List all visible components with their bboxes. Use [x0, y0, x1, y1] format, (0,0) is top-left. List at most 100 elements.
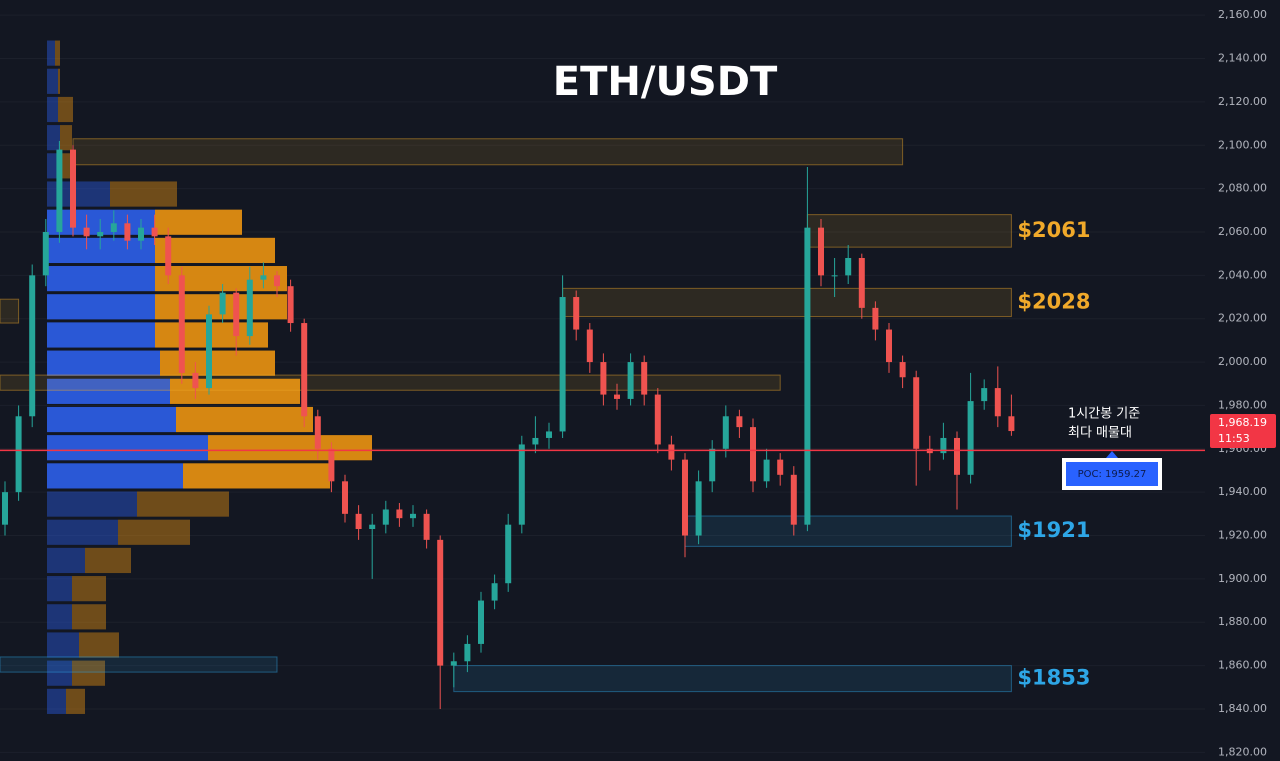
candle-body: [831, 275, 838, 277]
candle-body: [899, 362, 906, 378]
candle-body: [478, 600, 484, 644]
profile-sell: [110, 181, 177, 207]
profile-buy: [47, 435, 208, 461]
profile-sell: [79, 632, 119, 658]
chart-title: ETH/USDT: [553, 59, 778, 105]
candle-body: [382, 509, 389, 525]
candle-body: [491, 583, 498, 601]
profile-buy: [47, 547, 85, 574]
candle-body: [124, 223, 131, 241]
profile-sell: [66, 688, 85, 714]
profile-buy: [47, 576, 72, 602]
profile-sell: [170, 378, 300, 404]
candle-body: [532, 437, 539, 445]
candle-body: [369, 524, 376, 530]
last-price-box: [1210, 414, 1276, 449]
candle-body: [763, 459, 770, 482]
candle-body: [42, 231, 49, 276]
candle-body: [505, 524, 512, 584]
profile-sell: [60, 153, 70, 179]
candle-body: [1008, 416, 1015, 432]
volume-profile: [47, 40, 372, 714]
profile-buy: [47, 632, 79, 658]
profile-buy: [47, 604, 72, 630]
zone: [0, 298, 20, 324]
zone-label: $1853: [1017, 666, 1090, 690]
profile-buy: [47, 519, 118, 545]
profile-buy: [47, 463, 183, 489]
candle-body: [668, 444, 675, 460]
y-tick-label: 1,920.00: [1218, 529, 1267, 542]
candle-body: [790, 474, 797, 525]
candle-body: [56, 149, 63, 232]
profile-sell: [55, 40, 60, 66]
candle-body: [872, 307, 879, 330]
y-tick-label: 2,080.00: [1218, 182, 1267, 195]
profile-buy: [47, 209, 155, 235]
candle-body: [586, 329, 593, 363]
profile-buy: [47, 378, 170, 404]
candle-body: [559, 297, 566, 432]
zone: [0, 656, 278, 673]
grid: 1,820.00 1,840.00 1,860.00 1,880.00 1,900.00…: [0, 8, 1267, 758]
profile-buy: [47, 40, 55, 66]
y-tick-label: 1,940.00: [1218, 485, 1267, 498]
profile-buy: [47, 68, 58, 94]
candle-body: [695, 481, 702, 536]
profile-buy: [47, 237, 155, 264]
zone: [684, 515, 1012, 547]
profile-buy: [47, 96, 58, 123]
profile-buy: [47, 660, 72, 686]
candles: [2, 140, 1015, 709]
annotation: 최다 매물대: [1068, 426, 1132, 441]
profile-sell: [155, 209, 242, 235]
candle-body: [138, 227, 144, 241]
profile-sell: [155, 237, 275, 264]
zone: [806, 214, 1012, 248]
last-price-label: 1,968.19: [1218, 416, 1267, 429]
poc-pointer: [1106, 451, 1118, 458]
countdown-label: 11:53: [1218, 432, 1250, 445]
candle-body: [777, 459, 784, 475]
candle-body: [246, 279, 253, 337]
zone: [453, 665, 1012, 693]
candle-body: [83, 227, 90, 237]
y-tick-label: 2,100.00: [1218, 138, 1267, 151]
profile-sell: [72, 604, 106, 630]
profile-buy: [47, 294, 155, 320]
candle-body: [546, 431, 552, 438]
candle-body: [518, 444, 525, 525]
candle-body: [940, 437, 947, 454]
candle-body: [274, 275, 280, 287]
candle-body: [913, 377, 920, 449]
y-tick-label: 2,000.00: [1218, 355, 1267, 368]
y-tick-label: 1,840.00: [1218, 702, 1267, 715]
candle-body: [151, 227, 158, 237]
y-tick-label: 1,880.00: [1218, 615, 1267, 628]
candle-body: [165, 236, 172, 276]
candle-body: [355, 513, 362, 530]
candle-body: [314, 416, 321, 449]
annotation: 1시간봉 기준: [1068, 407, 1140, 422]
candle-body: [818, 227, 824, 276]
candle-body: [845, 258, 852, 276]
candle-body: [981, 388, 988, 402]
candle-body: [614, 394, 620, 399]
profile-buy: [47, 688, 66, 714]
profile-sell: [85, 547, 131, 574]
profile-sell: [208, 435, 372, 461]
profile-sell: [176, 406, 313, 433]
candle-body: [233, 292, 240, 337]
candle-body: [437, 539, 444, 666]
candle-body: [464, 643, 471, 662]
y-tick-label: 1,820.00: [1218, 745, 1267, 758]
candle-body: [450, 661, 457, 666]
zone: [72, 138, 904, 166]
y-tick-label: 2,160.00: [1218, 8, 1267, 21]
candle-body: [178, 275, 185, 373]
candle-body: [641, 362, 648, 395]
candle-body: [15, 416, 22, 493]
y-tick-label: 2,040.00: [1218, 268, 1267, 281]
